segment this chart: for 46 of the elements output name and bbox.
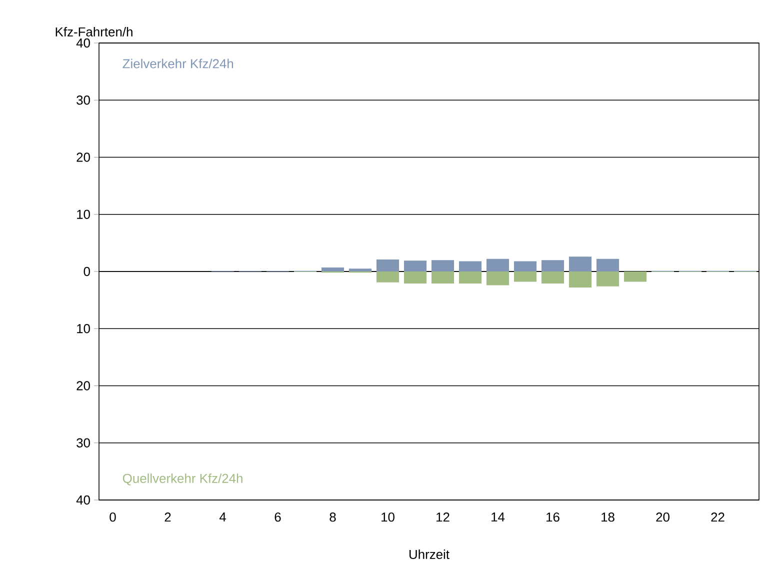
x-tick-label: 16 <box>546 512 560 522</box>
y-tick-label: 20 <box>76 381 90 390</box>
x-tick-label: 20 <box>656 512 670 522</box>
x-tick-label: 0 <box>110 512 116 522</box>
y-tick-label: 30 <box>76 438 90 448</box>
bar <box>431 271 454 284</box>
bar <box>458 261 482 272</box>
bar <box>486 258 510 272</box>
x-tick-label: 22 <box>711 512 724 522</box>
y-tick-label: 20 <box>76 152 90 162</box>
bar <box>596 271 620 286</box>
bar <box>541 271 564 284</box>
x-tick-label: 2 <box>164 512 171 522</box>
bar <box>624 271 647 282</box>
x-tick-label: 8 <box>330 512 336 522</box>
y-tick-label: 10 <box>77 210 90 219</box>
bar <box>404 271 427 284</box>
text: Zielverkehr Kfz/24h <box>122 58 234 68</box>
y-tick-label: 40 <box>76 495 90 505</box>
bar <box>376 259 400 272</box>
bar <box>514 271 537 282</box>
bar <box>376 271 400 282</box>
y-tick-label: 30 <box>76 96 90 105</box>
bar <box>321 267 344 272</box>
y-axis-title: Kfz-Fahrten/h <box>56 26 132 36</box>
y-tick-label: 0 <box>84 266 90 276</box>
x-tick-label: 14 <box>492 512 505 522</box>
y-tick-label: 10 <box>77 324 90 334</box>
x-tick-label: 4 <box>219 512 226 522</box>
bar <box>541 260 564 272</box>
y-tick-label: 40 <box>76 38 90 48</box>
x-tick-label: 12 <box>436 512 450 522</box>
x-tick-label: 10 <box>382 512 394 522</box>
text: Quellverkehr Kfz/24h <box>122 474 242 486</box>
bar <box>458 271 482 284</box>
bar <box>404 260 427 272</box>
bar <box>486 271 510 286</box>
bar <box>514 261 537 272</box>
bar <box>431 260 454 272</box>
bar <box>568 271 592 288</box>
x-tick-label: 6 <box>274 512 281 522</box>
bar <box>568 256 592 272</box>
bar <box>596 258 620 272</box>
x-axis-title: Uhrzeit <box>409 550 450 560</box>
bar <box>348 268 372 272</box>
x-tick-label: 18 <box>602 512 614 522</box>
